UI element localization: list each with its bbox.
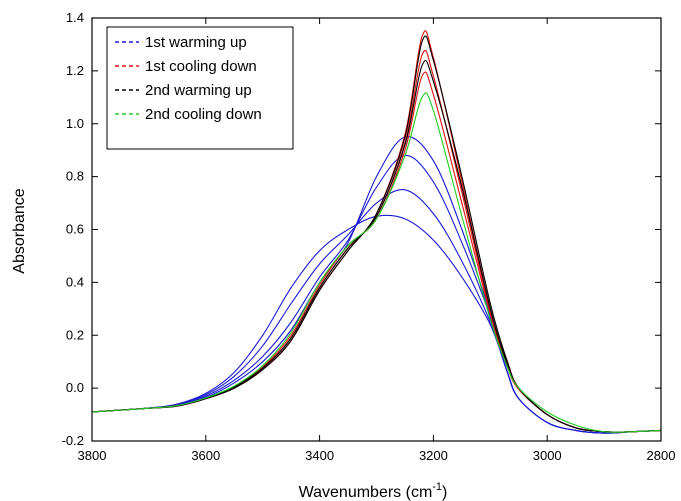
x-tick-label: 3000 xyxy=(533,448,562,463)
x-tick-label: 3400 xyxy=(305,448,334,463)
y-tick-label: 1.0 xyxy=(66,116,84,131)
spectra-layer xyxy=(92,30,661,434)
series-3 xyxy=(92,35,661,433)
x-tick-label: 3800 xyxy=(78,448,107,463)
x-tick-label: 2800 xyxy=(647,448,676,463)
y-tick-label: 1.4 xyxy=(66,10,84,25)
y-axis-title: Absorbance xyxy=(11,188,28,273)
y-tick-label: -0.2 xyxy=(62,433,84,448)
series-1-spectrum-2 xyxy=(92,189,661,434)
legend-label-3: 2nd warming up xyxy=(145,82,252,99)
series-3-spectrum-2 xyxy=(92,60,661,433)
y-tick-label: 0.4 xyxy=(66,274,84,289)
y-tick-label: 0.6 xyxy=(66,222,84,237)
series-1-spectrum-3 xyxy=(92,154,661,434)
x-tick-label: 3200 xyxy=(419,448,448,463)
legend-box xyxy=(106,26,294,150)
x-axis-title: Wavenumbers (cm-1) xyxy=(299,481,448,501)
y-tick-label: 0.0 xyxy=(66,380,84,395)
series-4-spectrum-1 xyxy=(92,92,661,433)
y-tick-label: 0.8 xyxy=(66,169,84,184)
legend-label-4: 2nd cooling down xyxy=(145,106,262,123)
series-4 xyxy=(92,92,661,433)
series-1 xyxy=(92,136,661,434)
axes: 3800 3600 3400 3200 3000 2800 -0.2 0.0 0.2 0.4 0.6… xyxy=(62,10,676,463)
x-tick-label: 3600 xyxy=(191,448,220,463)
legend-label-2: 1st cooling down xyxy=(145,58,257,75)
x-axis-title-superscript: -1 xyxy=(432,481,442,493)
y-tick-label: 0.2 xyxy=(66,327,84,342)
legend: 1st warming up 1st cooling down 2nd warmin… xyxy=(106,26,294,150)
series-1-spectrum-4 xyxy=(92,136,661,434)
y-tick-label: 1.2 xyxy=(66,63,84,78)
legend-label-1: 1st warming up xyxy=(145,34,247,51)
series-1-spectrum-1 xyxy=(92,214,661,434)
x-axis-title-suffix: ) xyxy=(442,484,447,501)
x-axis-title-text: Wavenumbers (cm xyxy=(299,484,433,501)
